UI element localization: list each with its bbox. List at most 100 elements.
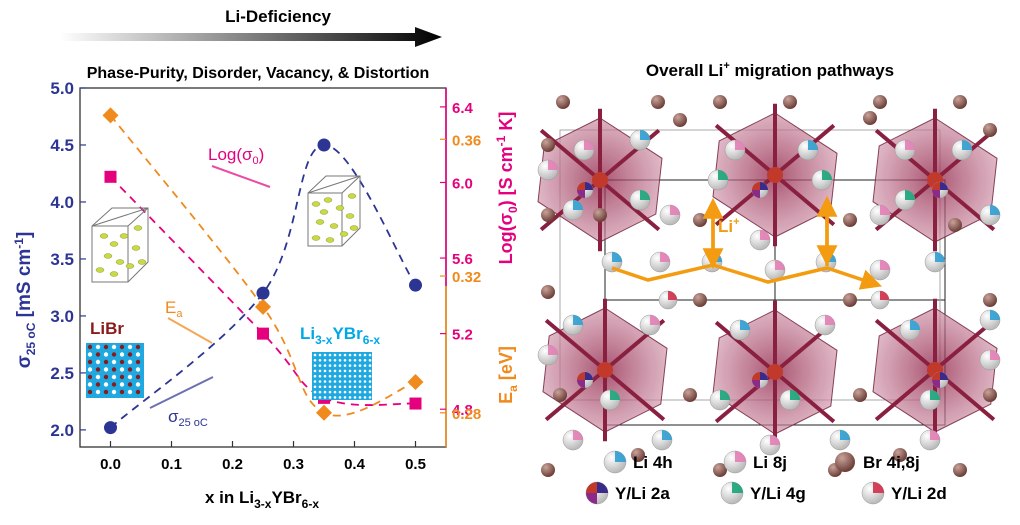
atom-y4g	[707, 169, 729, 191]
li3x-atom	[343, 364, 347, 367]
trendline-circle	[109, 144, 417, 429]
libr-atom	[87, 352, 93, 357]
li3x-atom	[348, 369, 352, 373]
atom-y4g	[811, 169, 833, 191]
atom-li4h	[601, 251, 623, 273]
li3x-atom	[368, 390, 372, 394]
y-left-tick-label: 4.0	[50, 193, 74, 212]
atom-li8j	[894, 139, 916, 161]
atom-li8j	[537, 159, 559, 181]
li3x-atom	[353, 396, 357, 399]
libr-atom	[127, 382, 133, 387]
li3x-atom	[363, 359, 367, 362]
li3x-atom	[323, 396, 327, 399]
structure-title: Overall Li+ migration pathways	[646, 60, 894, 80]
y-axis-right-top-label: Log(σ0) [S cm-1 K]	[494, 112, 520, 265]
atom-li4h	[562, 314, 584, 336]
li3x-label: Li3-xYBr6-x	[300, 324, 380, 347]
y-left-tick-label: 3.0	[50, 307, 74, 326]
data-point-diamond	[407, 374, 424, 391]
li3x-atom	[358, 380, 362, 383]
octahedron-bond	[714, 123, 777, 177]
y-right-top-tick-label: 4.8	[452, 402, 473, 419]
li3x-atom	[348, 364, 352, 367]
y-center-atom	[597, 362, 613, 378]
libr-atom	[127, 389, 133, 395]
li3x-atom	[333, 385, 337, 389]
atom-y4g	[599, 389, 621, 411]
li3x-atom	[368, 396, 372, 399]
li3x-atom	[368, 359, 372, 362]
atom-li4h	[797, 139, 819, 161]
li3x-atom	[338, 374, 342, 378]
li3x-atom	[328, 359, 332, 362]
li3x-atom	[353, 374, 357, 378]
y-right-top-tick-label: 5.2	[452, 327, 473, 344]
libr-atom	[95, 344, 101, 350]
libr-atom	[119, 352, 125, 357]
chart-subtitle: Phase-Purity, Disorder, Vacancy, & Disto…	[87, 65, 430, 82]
atom-li8j	[659, 204, 681, 226]
li3x-atom	[323, 390, 327, 394]
y-right-bottom-tick-label: 0.28	[452, 406, 481, 423]
atom-li8j	[919, 429, 941, 451]
li3x-atom	[313, 353, 317, 357]
atom-y4g	[919, 389, 941, 411]
atom-br	[683, 388, 697, 402]
li3x-atom	[338, 380, 342, 383]
li3x-atom	[328, 385, 332, 389]
libr-atom	[135, 344, 141, 350]
atom-li8j	[562, 429, 584, 451]
sphere-brown-icon	[835, 452, 855, 472]
y-left-tick-label: 5.0	[50, 79, 74, 98]
li3x-atom	[318, 359, 322, 362]
li3x-atom	[358, 390, 362, 394]
atom-br	[556, 95, 570, 109]
atom-br	[843, 213, 857, 227]
li3x-atom	[313, 364, 317, 367]
li3x-atom	[353, 369, 357, 373]
li3x-atom	[348, 396, 352, 399]
octahedron-bond	[544, 368, 607, 422]
libr-atom	[111, 367, 117, 372]
data-point-square	[409, 397, 422, 410]
li3x-atom	[348, 374, 352, 378]
li3x-atom	[343, 396, 347, 399]
atom-br	[541, 208, 555, 222]
trendline-square	[109, 176, 416, 406]
li3x-atom	[338, 385, 342, 389]
legend-item: Li 8j	[753, 453, 787, 472]
y-right-top-tick-label: 6.4	[452, 100, 474, 117]
atoms	[537, 95, 1001, 477]
libr-atom	[135, 389, 141, 395]
atom-y4g	[779, 389, 801, 411]
atom-br	[853, 388, 867, 402]
li3x-atom	[353, 359, 357, 362]
li3x-atom	[343, 353, 347, 357]
libr-atom	[111, 382, 117, 387]
atom-br	[693, 293, 707, 307]
octahedron-bond	[874, 368, 937, 422]
data-point-circle	[256, 286, 270, 300]
libr-atom	[127, 374, 133, 380]
li3x-atom	[348, 380, 352, 383]
x-tick-label: 0.4	[344, 456, 366, 473]
li3x-atom	[318, 380, 322, 383]
octahedron-bond	[598, 178, 661, 232]
li3x-atom	[353, 385, 357, 389]
li3x-atom	[338, 364, 342, 367]
li3x-atom	[323, 374, 327, 378]
li-plus-label: Li+	[718, 216, 740, 236]
atom-br	[983, 123, 997, 137]
libr-atom	[103, 367, 109, 372]
libr-atom	[135, 352, 141, 357]
li3x-atom	[328, 364, 332, 367]
atom-br	[953, 463, 967, 477]
atom-li4h	[729, 319, 751, 341]
atom-li8j	[814, 314, 836, 336]
libr-atom	[103, 374, 109, 380]
li3x-atom	[323, 359, 327, 362]
li3x-atom	[333, 369, 337, 373]
li3x-atom	[313, 380, 317, 383]
